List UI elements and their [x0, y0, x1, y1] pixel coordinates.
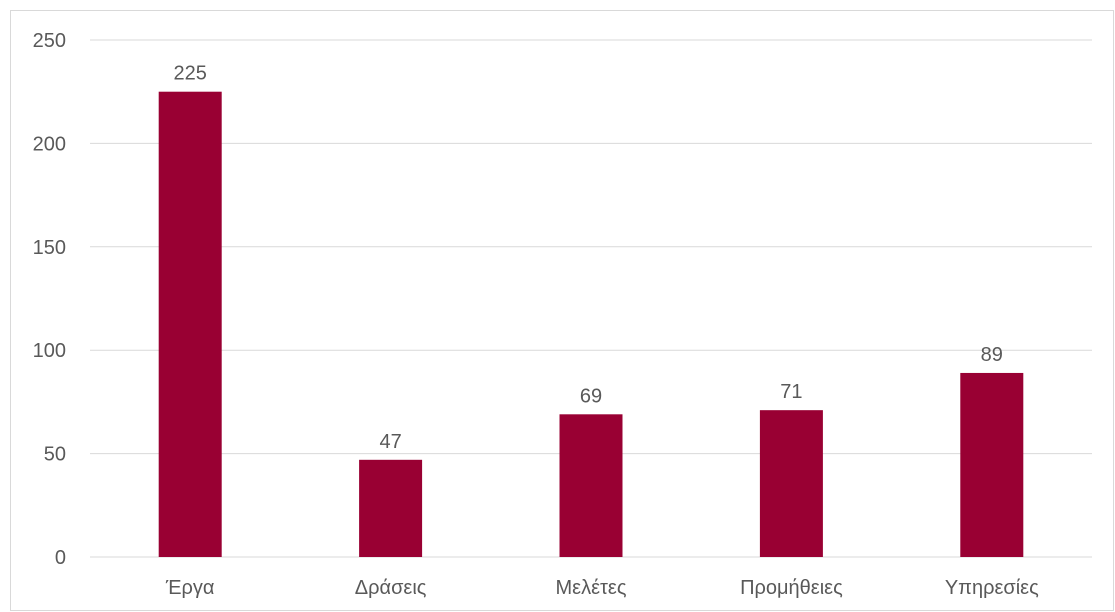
x-category-label: Υπηρεσίες	[945, 577, 1039, 599]
x-category-label: Προμήθειες	[740, 577, 843, 599]
data-label: 47	[379, 431, 401, 453]
x-axis-categories: Έργα Δράσεις Μελέτες Προμήθειες Υπηρεσίες	[165, 577, 1039, 599]
data-label: 89	[981, 344, 1003, 366]
x-category-label: Μελέτες	[556, 577, 627, 599]
data-label: 225	[174, 63, 207, 85]
bar	[158, 91, 222, 557]
y-tick-label: 250	[33, 30, 66, 52]
y-tick-label: 150	[33, 237, 66, 259]
data-labels: 225 47 69 71 89	[174, 63, 1003, 453]
bar	[359, 459, 423, 557]
y-tick-label: 200	[33, 133, 66, 155]
bar	[960, 372, 1024, 557]
y-tick-label: 100	[33, 340, 66, 362]
x-category-label: Έργα	[165, 577, 215, 599]
bar	[759, 410, 823, 557]
data-label: 69	[580, 385, 602, 407]
y-tick-label: 50	[44, 444, 66, 466]
y-axis-ticks: 0 50 100 150 200 250	[33, 30, 66, 569]
bars	[158, 91, 1024, 557]
data-label: 71	[780, 381, 802, 403]
bar	[559, 414, 623, 557]
gridlines	[90, 39, 1092, 558]
y-tick-label: 0	[55, 547, 66, 569]
x-category-label: Δράσεις	[355, 577, 427, 599]
